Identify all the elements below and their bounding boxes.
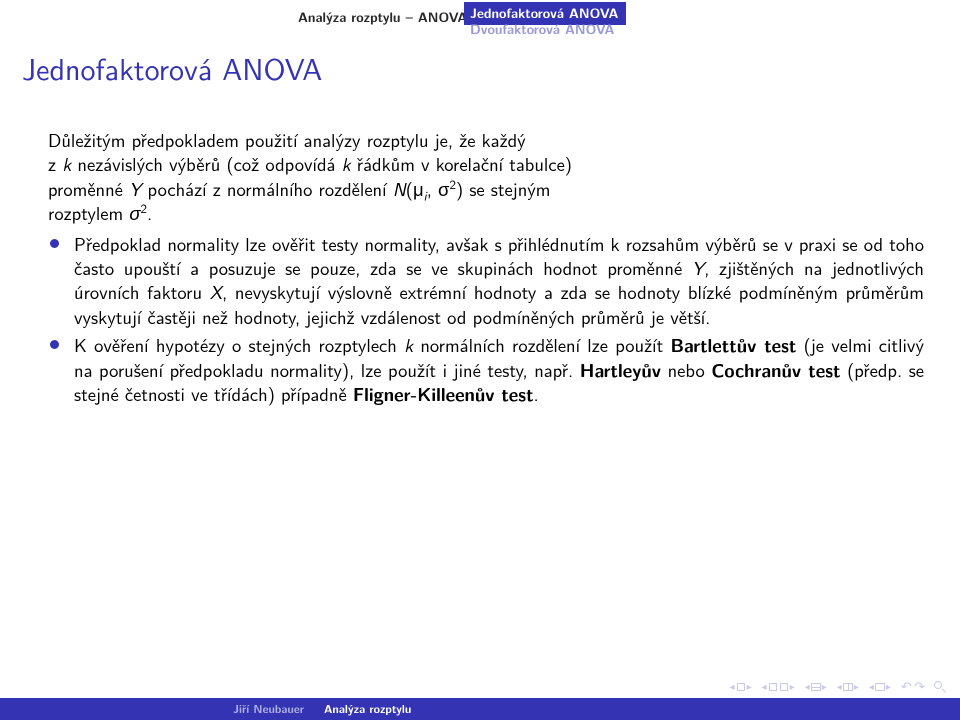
section-nav-other[interactable]: Dvoufaktorová ANOVA xyxy=(464,20,620,39)
var-k: k xyxy=(342,150,351,177)
slide-body: Důležitým předpokladem použití analýzy r… xyxy=(48,128,924,410)
bullet2-text: nebo xyxy=(661,356,711,383)
nav-slide-group[interactable]: ◂▸ xyxy=(730,679,752,694)
test-bartlett: Bartlettův test xyxy=(671,332,797,358)
breadcrumb-current: Analýza rozptylu – ANOVA xyxy=(298,8,467,27)
var-X: X xyxy=(210,278,222,305)
nav-prev-icon[interactable]: ◂ xyxy=(869,679,874,694)
slide-footer: Jiří Neubauer Analýza rozptylu xyxy=(0,698,960,720)
nav-next-icon[interactable]: ▸ xyxy=(822,679,827,694)
intro-text: (μ xyxy=(406,175,424,202)
bullet-item-1: Předpoklad normality lze ověřit testy no… xyxy=(48,232,924,330)
test-hartley: Hartleyův xyxy=(580,357,661,383)
slide-header: Analýza rozptylu – ANOVA Jednofaktorová … xyxy=(0,0,960,100)
nav-subsection-icon[interactable] xyxy=(811,683,821,691)
intro-text: , σ xyxy=(427,175,450,202)
nav-frame-group[interactable]: ◂▸ xyxy=(762,679,795,694)
nav-next-icon[interactable]: ▸ xyxy=(854,679,859,694)
nav-slide-icon[interactable] xyxy=(737,683,745,691)
var-Y: Y xyxy=(692,254,704,281)
bullet2-text: K ověření hypotézy o stejných rozptylech xyxy=(74,331,404,358)
nav-frame-icon[interactable] xyxy=(780,683,788,691)
nav-section-icon[interactable] xyxy=(843,683,853,691)
intro-text: rozptylem xyxy=(48,199,129,226)
nav-subsection-group[interactable]: ◂▸ xyxy=(805,679,827,694)
footer-title: Analýza rozptylu xyxy=(314,701,960,717)
intro-text: z xyxy=(48,150,62,177)
slide-title: Jednofaktorová ANOVA xyxy=(22,46,322,90)
intro-text: řádkům v korelační tabulce) xyxy=(351,150,572,177)
intro-text: nezávislých výběrů (což odpovídá xyxy=(71,150,341,177)
var-k: k xyxy=(62,150,71,177)
nav-doc-icon[interactable] xyxy=(875,683,885,691)
nav-doc-group[interactable]: ◂▸ xyxy=(869,679,891,694)
nav-frame-icon[interactable] xyxy=(769,683,777,691)
nav-next-icon[interactable]: ▸ xyxy=(747,679,752,694)
nav-prev-icon[interactable]: ◂ xyxy=(730,679,735,694)
bullet-item-2: K ověření hypotézy o stejných rozptylech… xyxy=(48,333,924,406)
var-Y: Y xyxy=(129,175,141,202)
intro-text: proměnné xyxy=(48,175,129,202)
nav-prev-icon[interactable]: ◂ xyxy=(805,679,810,694)
bullet2-text: . xyxy=(534,380,539,407)
nav-prev-icon[interactable]: ◂ xyxy=(762,679,767,694)
beamer-nav-symbols: ◂▸ ◂▸ ◂▸ ◂▸ ◂▸ ↶ ↷ xyxy=(730,677,946,696)
intro-text: . xyxy=(147,199,152,226)
var-k: k xyxy=(404,331,413,358)
test-cochran: Cochranův test xyxy=(711,357,840,383)
var-sigma: σ xyxy=(129,199,140,226)
bullet-icon xyxy=(50,239,59,248)
intro-paragraph: Důležitým předpokladem použití analýzy r… xyxy=(48,128,924,226)
dist-N: N xyxy=(393,175,406,202)
bullet-icon xyxy=(50,340,59,349)
footer-author: Jiří Neubauer xyxy=(0,701,314,717)
test-fligner: Fligner-Killeenův test xyxy=(353,381,534,407)
intro-text: ) se stejným xyxy=(456,175,551,202)
nav-section-group[interactable]: ◂▸ xyxy=(837,679,859,694)
intro-text: pochází z normálního rozdělení xyxy=(141,175,392,202)
intro-line-1: Důležitým předpokladem použití analýzy r… xyxy=(48,126,526,153)
nav-search-icon[interactable] xyxy=(934,681,946,693)
nav-next-icon[interactable]: ▸ xyxy=(886,679,891,694)
nav-prev-icon[interactable]: ◂ xyxy=(837,679,842,694)
nav-back-forward-icon[interactable]: ↶ ↷ xyxy=(901,677,924,696)
bullet2-text: normálních rozdělení lze použít xyxy=(413,331,670,358)
nav-next-icon[interactable]: ▸ xyxy=(790,679,795,694)
